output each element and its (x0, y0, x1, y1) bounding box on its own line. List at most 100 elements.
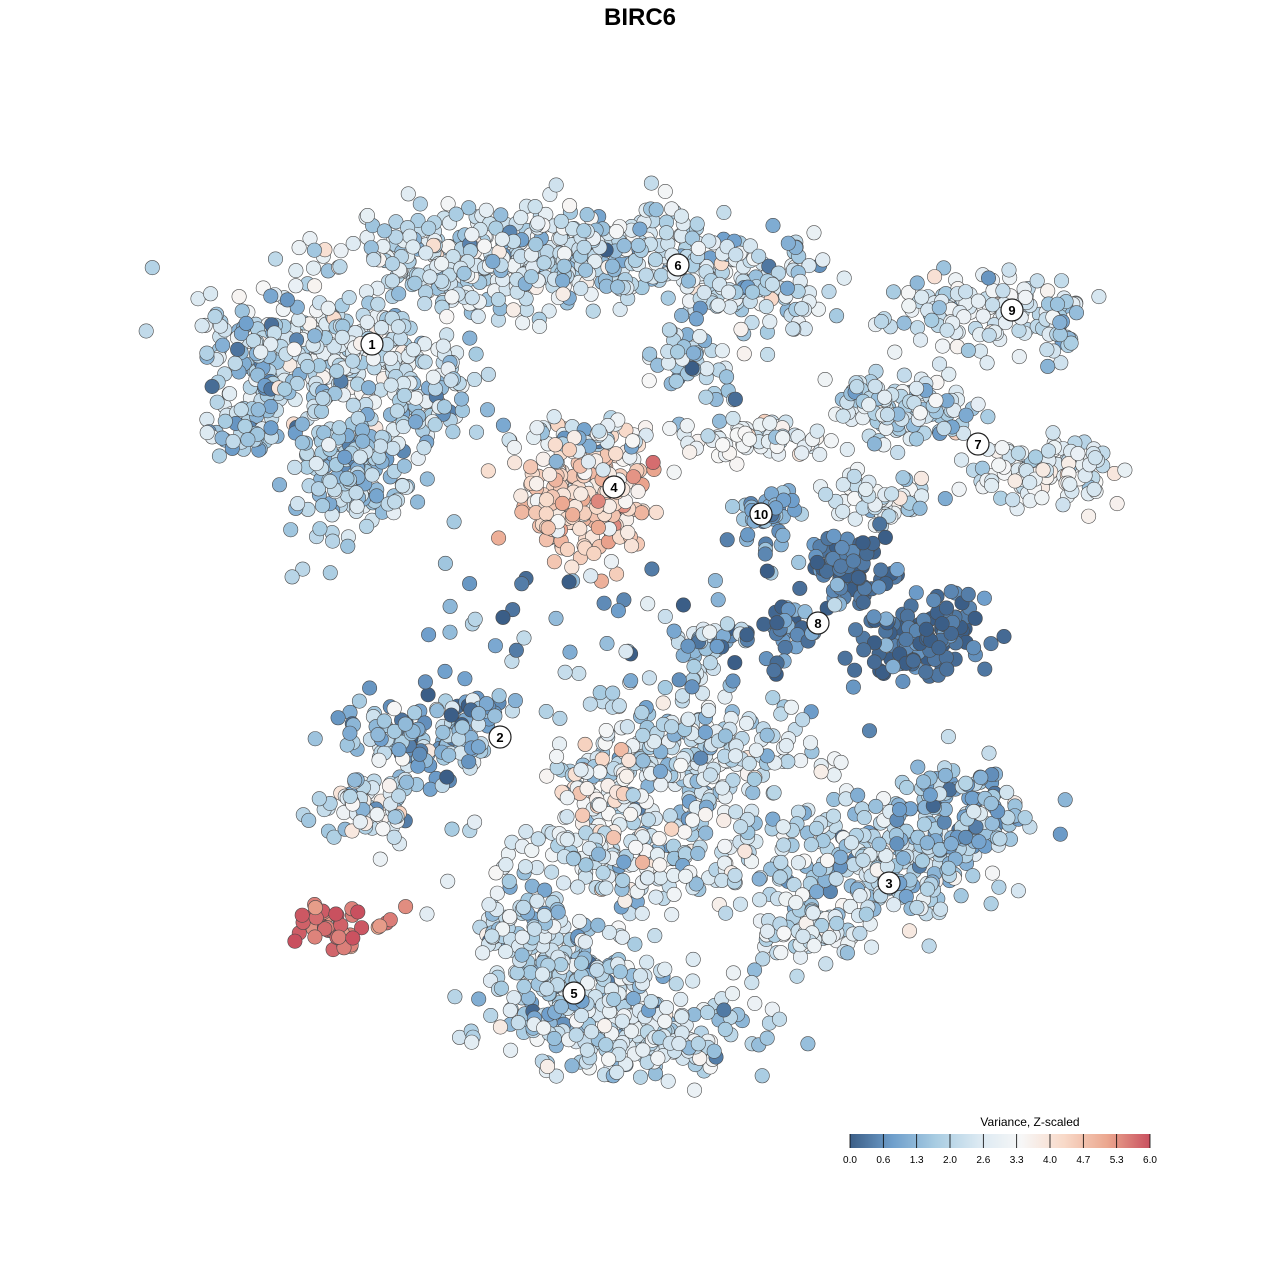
cell-point (564, 559, 580, 575)
cell-point (568, 1027, 584, 1043)
cell-point (686, 345, 702, 361)
cell-point (858, 481, 874, 497)
cell-point (1039, 342, 1055, 358)
cell-point (279, 292, 295, 308)
cell-point (481, 897, 497, 913)
cell-point (329, 363, 345, 379)
cell-point (719, 532, 735, 548)
cell-point (300, 358, 316, 374)
cluster-label-1: 1 (360, 332, 384, 356)
cell-point (466, 371, 482, 387)
cell-point (394, 478, 410, 494)
cell-point (552, 710, 568, 726)
cell-point (776, 837, 792, 853)
cell-point (1081, 508, 1097, 524)
cell-point (766, 662, 782, 678)
cell-point (1005, 492, 1021, 508)
cell-point (754, 1068, 770, 1084)
cell-point (802, 735, 818, 751)
cell-point (546, 409, 562, 425)
cell-point (818, 956, 834, 972)
cell-point (376, 713, 392, 729)
cell-point (707, 573, 723, 589)
cell-point (546, 554, 562, 570)
cell-point (556, 875, 572, 891)
cell-point (914, 853, 930, 869)
cell-point (287, 933, 303, 949)
cell-point (684, 360, 700, 376)
cell-point (696, 284, 712, 300)
cell-point (590, 519, 606, 535)
cell-point (470, 308, 486, 324)
cell-point (891, 802, 907, 818)
cell-point (516, 978, 532, 994)
cell-point (655, 695, 671, 711)
cell-point (953, 888, 969, 904)
cell-point (805, 905, 821, 921)
cell-point (476, 238, 492, 254)
cell-point (480, 463, 496, 479)
cell-point (926, 592, 942, 608)
cell-point (823, 433, 839, 449)
cell-point (821, 929, 837, 945)
cell-point (536, 908, 552, 924)
cell-point (408, 414, 424, 430)
cell-point (576, 239, 592, 255)
cell-point (716, 205, 732, 221)
cell-point (727, 655, 743, 671)
cell-point (468, 346, 484, 362)
cell-point (661, 322, 677, 338)
cell-point (592, 797, 608, 813)
cell-point (209, 394, 225, 410)
cluster-label-text: 9 (1008, 303, 1015, 318)
cell-point (621, 752, 637, 768)
cell-point (896, 315, 912, 331)
cell-point (813, 764, 829, 780)
cell-point (766, 785, 782, 801)
cluster-label-text: 8 (814, 616, 821, 631)
cell-point (1029, 273, 1045, 289)
cell-point (943, 836, 959, 852)
colorbar-tick-label: 0.6 (876, 1155, 890, 1166)
cell-point (332, 259, 348, 275)
cell-point (958, 775, 974, 791)
cell-point (493, 207, 509, 223)
cell-point (1035, 462, 1051, 478)
cell-point (725, 965, 741, 981)
cell-point (425, 369, 441, 385)
cell-point (664, 821, 680, 837)
cell-point (493, 980, 509, 996)
cell-point (939, 661, 955, 677)
cell-point (589, 962, 605, 978)
cell-point (419, 471, 435, 487)
cell-point (794, 301, 810, 317)
cell-point (592, 764, 608, 780)
cell-point (616, 854, 632, 870)
cell-point (792, 580, 808, 596)
cell-point (371, 752, 387, 768)
cell-point (1007, 473, 1023, 489)
cell-point (719, 616, 735, 632)
cell-point (444, 821, 460, 837)
cell-point (909, 320, 925, 336)
cell-point (653, 870, 669, 886)
cell-point (935, 338, 951, 354)
cell-point (908, 380, 924, 396)
cell-point (657, 608, 673, 624)
cell-point (586, 545, 602, 561)
cell-point (757, 546, 773, 562)
cell-point (376, 223, 392, 239)
cell-point (632, 968, 648, 984)
cell-point (933, 901, 949, 917)
cell-point (539, 1059, 555, 1075)
cell-point (549, 748, 565, 764)
cell-point (369, 806, 385, 822)
cell-point (901, 298, 917, 314)
cell-point (744, 314, 760, 330)
cell-point (587, 253, 603, 269)
cell-point (386, 829, 402, 845)
cell-point (724, 498, 740, 514)
cell-point (598, 1037, 614, 1053)
cell-point (523, 269, 539, 285)
cell-point (872, 516, 888, 532)
